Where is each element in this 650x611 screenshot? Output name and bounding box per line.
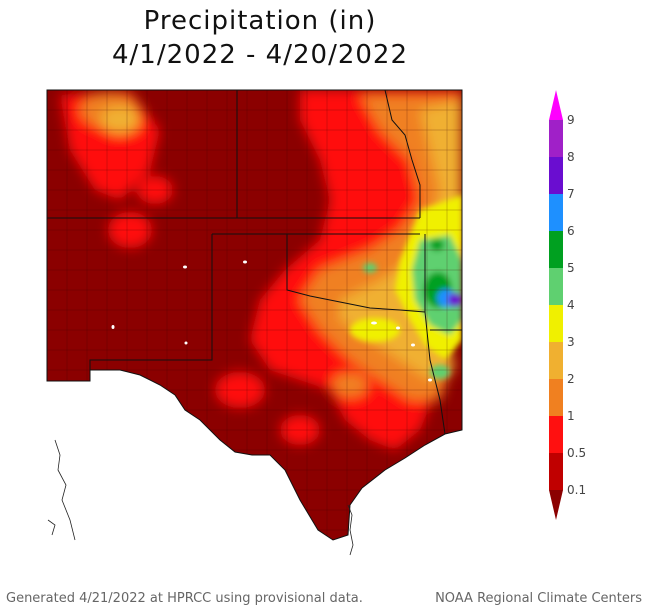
county-grid — [47, 90, 462, 540]
legend-tick-label: 3 — [567, 335, 575, 349]
legend-tick-label: 8 — [567, 150, 575, 164]
footer-generated-note: Generated 4/21/2022 at HPRCC using provi… — [6, 591, 363, 606]
legend-band — [549, 305, 563, 343]
legend-tick-label: 0.1 — [567, 483, 586, 497]
legend-band-top-arrow — [549, 90, 563, 120]
footer-source: NOAA Regional Climate Centers — [435, 591, 642, 606]
legend-band — [549, 120, 563, 158]
coastline — [47, 439, 354, 556]
legend-tick-label: 0.5 — [567, 446, 586, 460]
lakes — [111, 260, 432, 382]
legend-band — [549, 342, 563, 380]
legend-band — [549, 194, 563, 232]
legend-tick-label: 6 — [567, 224, 575, 238]
legend-band — [549, 231, 563, 269]
legend-tick-label: 9 — [567, 113, 575, 127]
legend-colorbar — [549, 90, 563, 520]
legend-tick-label: 7 — [567, 187, 575, 201]
legend-ticks: 9 8 7 6 5 4 3 2 1 0.5 0.1 — [567, 113, 586, 497]
legend-band — [549, 453, 563, 491]
legend-tick-label: 4 — [567, 298, 575, 312]
legend-tick-label: 2 — [567, 372, 575, 386]
legend-band — [549, 379, 563, 417]
legend-band-bottom-arrow — [549, 490, 563, 520]
legend-tick-label: 5 — [567, 261, 575, 275]
state-borders — [46, 89, 463, 541]
legend-band — [549, 416, 563, 454]
legend-band — [549, 157, 563, 195]
legend-tick-label: 1 — [567, 409, 575, 423]
map-title: Precipitation (in) — [143, 6, 377, 36]
map-date-range: 4/1/2022 - 4/20/2022 — [112, 40, 408, 70]
legend-band — [549, 268, 563, 306]
